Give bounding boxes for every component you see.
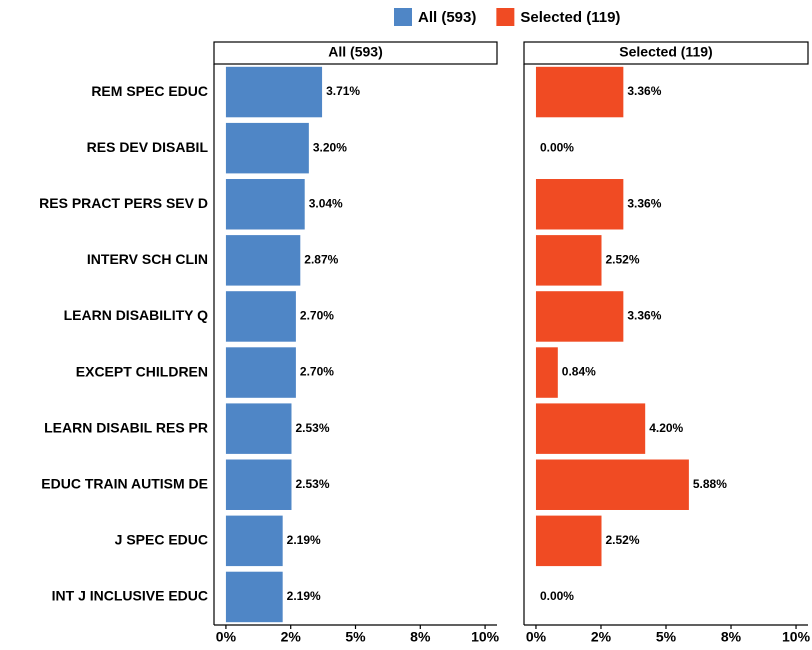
bar	[225, 459, 292, 510]
value-label: 0.84%	[562, 365, 596, 379]
bar	[535, 235, 602, 286]
bar	[535, 291, 624, 342]
y-tick-label: EDUC TRAIN AUTISM DE	[41, 475, 208, 491]
value-label: 3.20%	[313, 140, 347, 154]
value-label: 2.87%	[304, 253, 338, 267]
value-label: 2.19%	[287, 533, 321, 547]
value-label: 5.88%	[693, 477, 727, 491]
value-label: 2.53%	[295, 477, 329, 491]
x-tick-label: 0%	[216, 629, 237, 645]
value-label: 2.52%	[606, 533, 640, 547]
value-label: 2.70%	[300, 365, 334, 379]
facet-strip	[213, 41, 498, 65]
x-tick-label: 8%	[410, 629, 431, 645]
bar	[535, 459, 689, 510]
bar	[225, 179, 305, 230]
bar	[225, 122, 309, 174]
y-tick-label: INTERV SCH CLIN	[87, 251, 208, 267]
x-tick-label: 5%	[656, 629, 677, 645]
bar	[535, 403, 646, 454]
legend-swatch	[394, 8, 412, 26]
value-label: 3.36%	[627, 309, 661, 323]
y-tick-label: REM SPEC EDUC	[91, 83, 208, 99]
value-label: 3.04%	[309, 196, 343, 210]
value-label: 0.00%	[540, 589, 574, 603]
value-label: 3.36%	[627, 196, 661, 210]
bar	[225, 515, 283, 567]
value-label: 3.36%	[627, 84, 661, 98]
value-label: 2.19%	[287, 589, 321, 603]
y-tick-label: LEARN DISABIL RES PR	[44, 419, 208, 435]
value-label: 3.71%	[326, 84, 360, 98]
y-tick-label: EXCEPT CHILDREN	[76, 363, 208, 379]
bar	[225, 235, 301, 286]
facet-title: All (593)	[328, 44, 382, 60]
value-label: 2.53%	[295, 421, 329, 435]
x-tick-label: 2%	[281, 629, 302, 645]
bar	[225, 66, 323, 118]
y-tick-label: RES PRACT PERS SEV D	[39, 195, 208, 211]
value-label: 2.70%	[300, 309, 334, 323]
facet-title: Selected (119)	[619, 44, 712, 60]
bar	[535, 179, 624, 230]
bar	[225, 571, 283, 623]
x-tick-label: 0%	[526, 629, 547, 645]
bar	[225, 403, 292, 454]
bar	[225, 291, 296, 342]
x-tick-label: 10%	[471, 629, 500, 645]
legend-label: Selected (119)	[520, 9, 620, 26]
value-label: 4.20%	[649, 421, 683, 435]
y-tick-label: J SPEC EDUC	[115, 532, 208, 548]
y-tick-label: LEARN DISABILITY Q	[64, 307, 209, 323]
y-tick-label: RES DEV DISABIL	[87, 139, 209, 155]
facet-strip	[523, 41, 809, 65]
x-tick-label: 10%	[782, 629, 811, 645]
y-tick-label: INT J INCLUSIVE EDUC	[52, 588, 208, 604]
x-tick-label: 8%	[721, 629, 742, 645]
bar	[535, 515, 602, 567]
bar	[535, 66, 624, 118]
bar	[225, 347, 296, 398]
bar	[535, 347, 558, 398]
value-label: 2.52%	[606, 253, 640, 267]
x-tick-label: 5%	[345, 629, 366, 645]
x-tick-label: 2%	[591, 629, 612, 645]
legend-swatch	[496, 8, 515, 26]
value-label: 0.00%	[540, 140, 574, 154]
legend-label: All (593)	[418, 9, 476, 26]
